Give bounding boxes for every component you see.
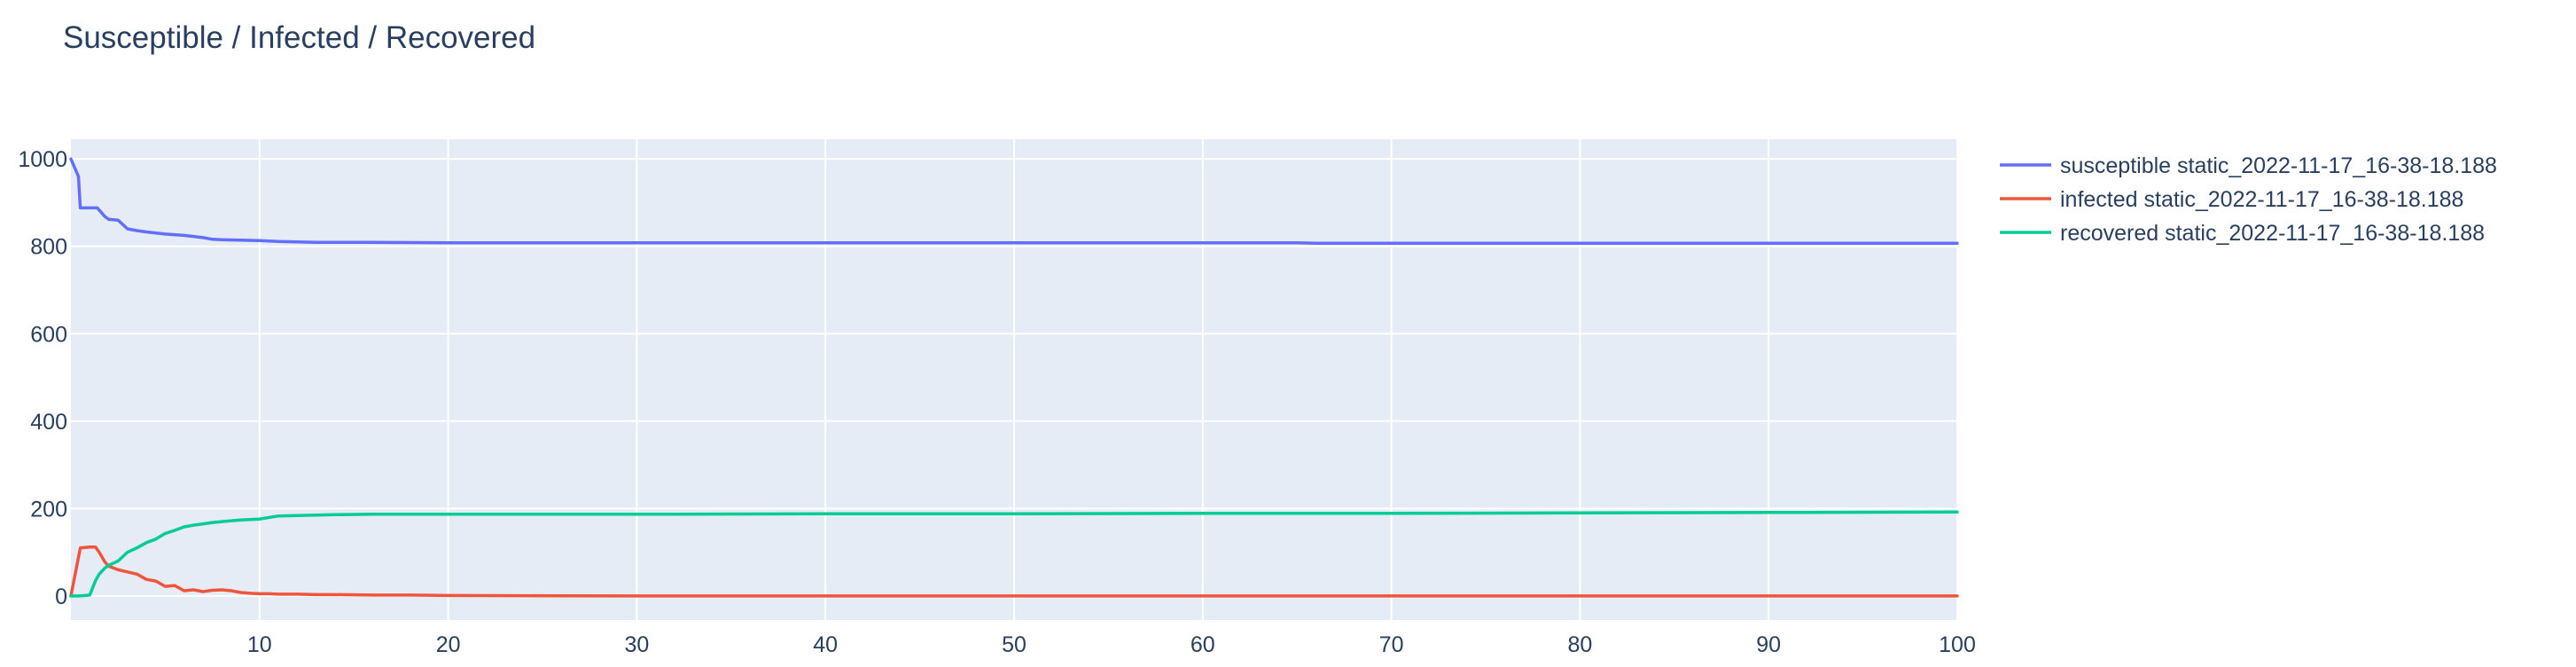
x-tick-label: 90 (1756, 632, 1781, 657)
legend-item[interactable]: infected static_2022-11-17_16-38-18.188 (2000, 187, 2463, 212)
x-tick-label: 100 (1939, 632, 1976, 657)
y-tick-label: 200 (30, 497, 67, 522)
legend-item[interactable]: susceptible static_2022-11-17_16-38-18.1… (2000, 153, 2497, 178)
chart-title: Susceptible / Infected / Recovered (63, 20, 535, 55)
y-tick-label: 600 (30, 322, 67, 347)
y-axis-ticks: 0 200 400 600 800 1000 (18, 147, 67, 609)
x-axis-ticks: 10 20 30 40 50 60 70 80 90 100 (247, 632, 1976, 657)
x-tick-label: 80 (1567, 632, 1592, 657)
y-tick-label: 800 (30, 235, 67, 260)
x-tick-label: 40 (813, 632, 838, 657)
legend-label: recovered static_2022-11-17_16-38-18.188 (2060, 221, 2485, 246)
x-tick-label: 70 (1379, 632, 1404, 657)
y-tick-label: 400 (30, 410, 67, 435)
series-lines (69, 157, 1959, 598)
series-line[interactable] (69, 157, 1959, 246)
series-line[interactable] (69, 545, 1959, 598)
series-line[interactable] (69, 510, 1959, 598)
x-tick-label: 50 (1002, 632, 1026, 657)
legend-label: susceptible static_2022-11-17_16-38-18.1… (2060, 153, 2497, 178)
x-tick-label: 60 (1190, 632, 1215, 657)
x-tick-label: 10 (247, 632, 272, 657)
legend-label: infected static_2022-11-17_16-38-18.188 (2060, 187, 2463, 212)
x-tick-label: 20 (436, 632, 461, 657)
y-tick-label: 0 (55, 585, 67, 609)
legend[interactable]: susceptible static_2022-11-17_16-38-18.1… (2000, 153, 2497, 246)
x-tick-label: 30 (624, 632, 649, 657)
legend-item[interactable]: recovered static_2022-11-17_16-38-18.188 (2000, 221, 2485, 246)
y-tick-label: 1000 (18, 147, 67, 172)
